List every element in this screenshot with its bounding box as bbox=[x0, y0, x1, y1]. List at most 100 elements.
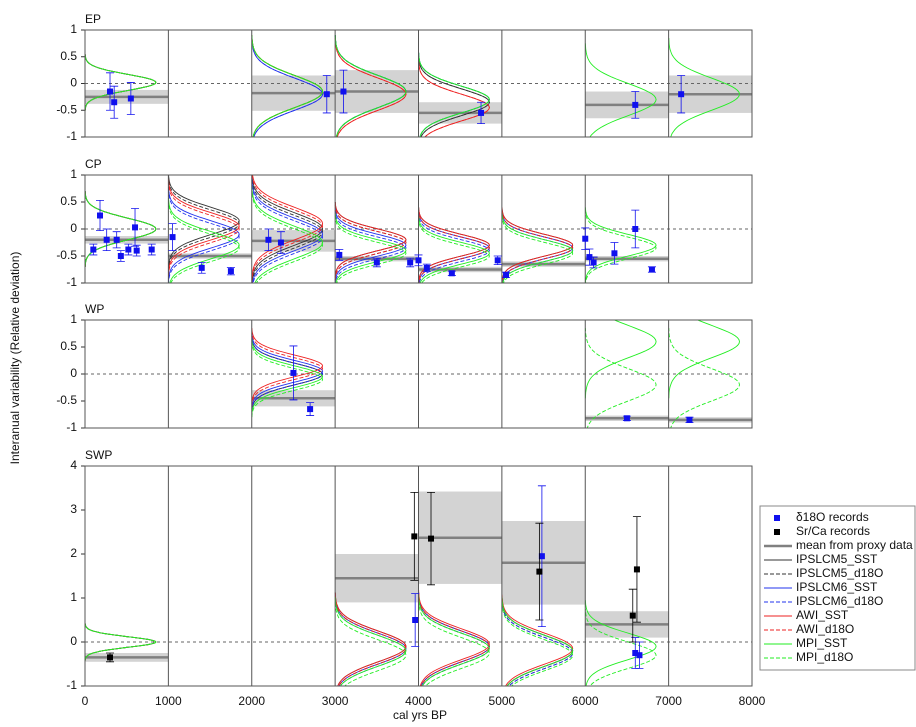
model-curve bbox=[418, 207, 490, 283]
model-curve bbox=[501, 601, 574, 686]
model-curve bbox=[168, 175, 240, 269]
proxy-point bbox=[503, 271, 510, 278]
model-curve bbox=[334, 35, 407, 137]
model-curve bbox=[251, 180, 324, 283]
model-curve bbox=[251, 333, 324, 410]
y-tick-label: -0.5 bbox=[56, 248, 77, 262]
proxy-point bbox=[373, 259, 380, 266]
plot-area bbox=[85, 491, 752, 686]
y-tick-label: -0.5 bbox=[56, 102, 77, 116]
model-curve bbox=[501, 596, 574, 686]
proxy-point bbox=[632, 226, 639, 232]
proxy-point bbox=[107, 654, 114, 661]
proxy-point bbox=[632, 101, 639, 108]
model-curve bbox=[584, 320, 657, 399]
model-curve bbox=[418, 592, 490, 686]
proxy-point bbox=[97, 212, 104, 219]
model-curve bbox=[251, 336, 324, 412]
legend-label: IPSLCM5_SST bbox=[796, 552, 878, 566]
legend-label: IPSLCM5_d18O bbox=[796, 566, 883, 580]
model-curve bbox=[668, 37, 740, 137]
legend-label: mean from proxy data bbox=[796, 538, 913, 552]
proxy-point bbox=[590, 259, 597, 266]
model-curve bbox=[418, 590, 490, 686]
y-tick-label: 3 bbox=[70, 502, 77, 516]
proxy-point bbox=[611, 250, 618, 257]
proxy-point bbox=[678, 91, 685, 98]
model-curve bbox=[251, 177, 324, 283]
proxy-point bbox=[632, 650, 639, 656]
y-tick-label: 0 bbox=[70, 76, 77, 90]
model-curve bbox=[501, 599, 574, 686]
proxy-point bbox=[127, 95, 134, 102]
y-tick-label: -0.5 bbox=[56, 393, 77, 407]
y-axis-label: Interanual variability (Relative deviati… bbox=[8, 252, 22, 465]
y-tick-label: 0.5 bbox=[60, 194, 77, 208]
model-curve bbox=[501, 215, 574, 283]
y-tick-label: 4 bbox=[70, 458, 77, 472]
model-curve bbox=[584, 600, 657, 686]
proxy-point bbox=[323, 91, 330, 98]
model-curve bbox=[334, 204, 407, 281]
model-curve bbox=[418, 218, 490, 283]
proxy-point bbox=[336, 251, 343, 258]
model-curve bbox=[334, 201, 407, 278]
y-tick-label: 1 bbox=[70, 590, 77, 604]
y-tick-label: -1 bbox=[66, 420, 77, 434]
legend-label: AWI_SST bbox=[796, 608, 849, 622]
model-curve bbox=[418, 215, 490, 283]
x-tick-label: 2000 bbox=[238, 694, 265, 708]
x-tick-label: 3000 bbox=[322, 694, 349, 708]
model-curve bbox=[251, 175, 324, 283]
model-curve bbox=[501, 596, 574, 686]
proxy-point bbox=[148, 246, 155, 253]
proxy-point bbox=[411, 533, 418, 540]
legend-marker bbox=[774, 515, 780, 521]
model-curve bbox=[168, 187, 240, 282]
proxy-point bbox=[538, 553, 545, 560]
y-tick-label: 0 bbox=[70, 221, 77, 235]
panel-title: CP bbox=[85, 157, 102, 171]
proxy-point bbox=[125, 246, 132, 253]
model-curve bbox=[334, 592, 407, 686]
model-curve bbox=[251, 35, 324, 137]
model-curve bbox=[501, 599, 574, 686]
model-curve bbox=[334, 37, 407, 137]
model-curve bbox=[251, 338, 324, 415]
legend-label: IPSLCM6_d18O bbox=[796, 594, 883, 608]
proxy-point bbox=[633, 566, 640, 573]
proxy-point bbox=[277, 239, 284, 246]
panel-frame bbox=[84, 465, 753, 687]
model-curve bbox=[584, 43, 657, 137]
proxy-point bbox=[648, 266, 655, 273]
model-curve bbox=[168, 197, 240, 283]
model-curve bbox=[85, 191, 157, 267]
proxy-point bbox=[494, 257, 501, 264]
model-curve bbox=[251, 185, 324, 283]
model-curve bbox=[418, 212, 490, 283]
model-curve bbox=[418, 52, 490, 137]
proxy-point bbox=[107, 88, 114, 95]
y-tick-label: 2 bbox=[70, 546, 77, 560]
model-curve bbox=[334, 596, 407, 686]
x-tick-label: 4000 bbox=[405, 694, 432, 708]
plot-area bbox=[85, 35, 752, 137]
model-curve bbox=[334, 210, 407, 283]
model-curve bbox=[334, 596, 407, 686]
y-tick-label: -1 bbox=[66, 129, 77, 143]
legend-label: MPI_SST bbox=[796, 636, 848, 650]
proxy-point bbox=[133, 247, 140, 254]
model-curve bbox=[168, 181, 240, 277]
model-curve bbox=[418, 60, 490, 137]
model-curve bbox=[85, 54, 157, 111]
proxy-point bbox=[478, 109, 485, 116]
model-curve bbox=[418, 592, 490, 686]
proxy-point bbox=[340, 88, 347, 95]
model-curve bbox=[668, 328, 740, 428]
legend-label: AWI_d18O bbox=[796, 622, 854, 636]
proxy-point bbox=[428, 535, 435, 542]
model-curve bbox=[251, 37, 324, 137]
model-curve bbox=[418, 55, 490, 137]
model-curve bbox=[251, 175, 324, 283]
proxy-point bbox=[415, 257, 422, 264]
